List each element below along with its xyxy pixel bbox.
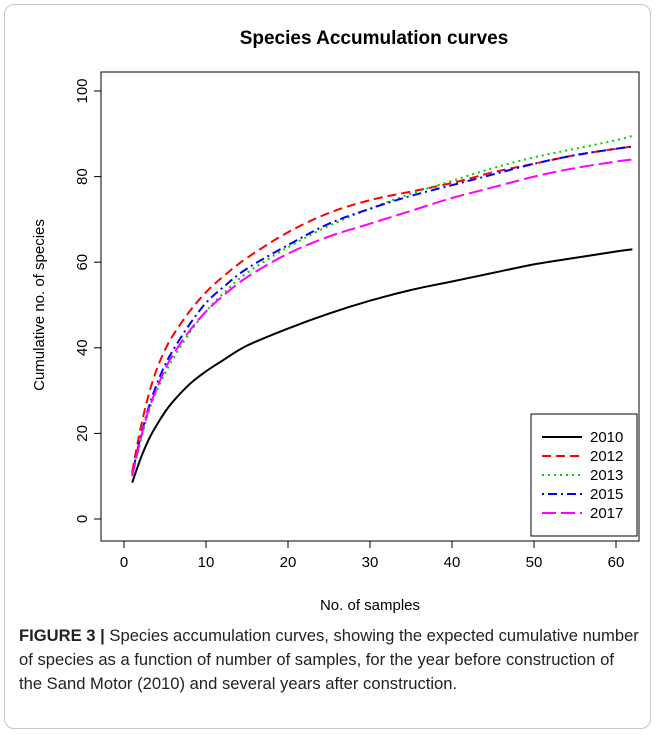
chart-title: Species Accumulation curves: [240, 28, 509, 49]
figure-caption: FIGURE 3 | Species accumulation curves, …: [19, 624, 639, 696]
x-tick-label: 50: [526, 554, 543, 571]
x-tick-label: 10: [198, 554, 215, 571]
x-tick-label: 30: [362, 554, 379, 571]
y-tick-label: 60: [74, 254, 91, 271]
x-axis-label: No. of samples: [320, 597, 420, 614]
caption-text: Species accumulation curves, showing the…: [19, 626, 639, 693]
figure-frame: [4, 4, 651, 729]
y-tick-label: 0: [74, 515, 91, 523]
x-axis: 0 10 20 30 40 50 60: [120, 540, 625, 571]
x-tick-label: 60: [608, 554, 625, 571]
species-accumulation-chart: Species Accumulation curves 0 10 20 30 40 50 6…: [31, 28, 640, 614]
x-tick-label: 20: [280, 554, 297, 571]
series-lines: [131, 134, 633, 483]
legend-label-2012: 2012: [590, 448, 623, 465]
series-line-2017: [131, 158, 633, 477]
y-axis: 0 20 40 60 80 100: [74, 78, 102, 523]
legend-label-2015: 2015: [590, 486, 623, 503]
y-axis-label: Cumulative no. of species: [31, 219, 48, 391]
y-tick-label: 20: [74, 425, 91, 442]
x-tick-label: 0: [120, 554, 128, 571]
legend-label-2010: 2010: [590, 429, 623, 446]
legend: 2010 2012 2013 2015 2017: [530, 413, 638, 537]
legend-label-2013: 2013: [590, 467, 623, 484]
series-line-2013: [131, 134, 633, 477]
x-tick-label: 40: [444, 554, 461, 571]
legend-label-2017: 2017: [590, 505, 623, 522]
y-tick-label: 80: [74, 168, 91, 185]
y-tick-label: 100: [74, 78, 91, 103]
y-tick-label: 40: [74, 339, 91, 356]
caption-label: FIGURE 3 |: [19, 626, 105, 645]
series-line-2015: [131, 145, 633, 475]
series-line-2010: [131, 248, 633, 483]
